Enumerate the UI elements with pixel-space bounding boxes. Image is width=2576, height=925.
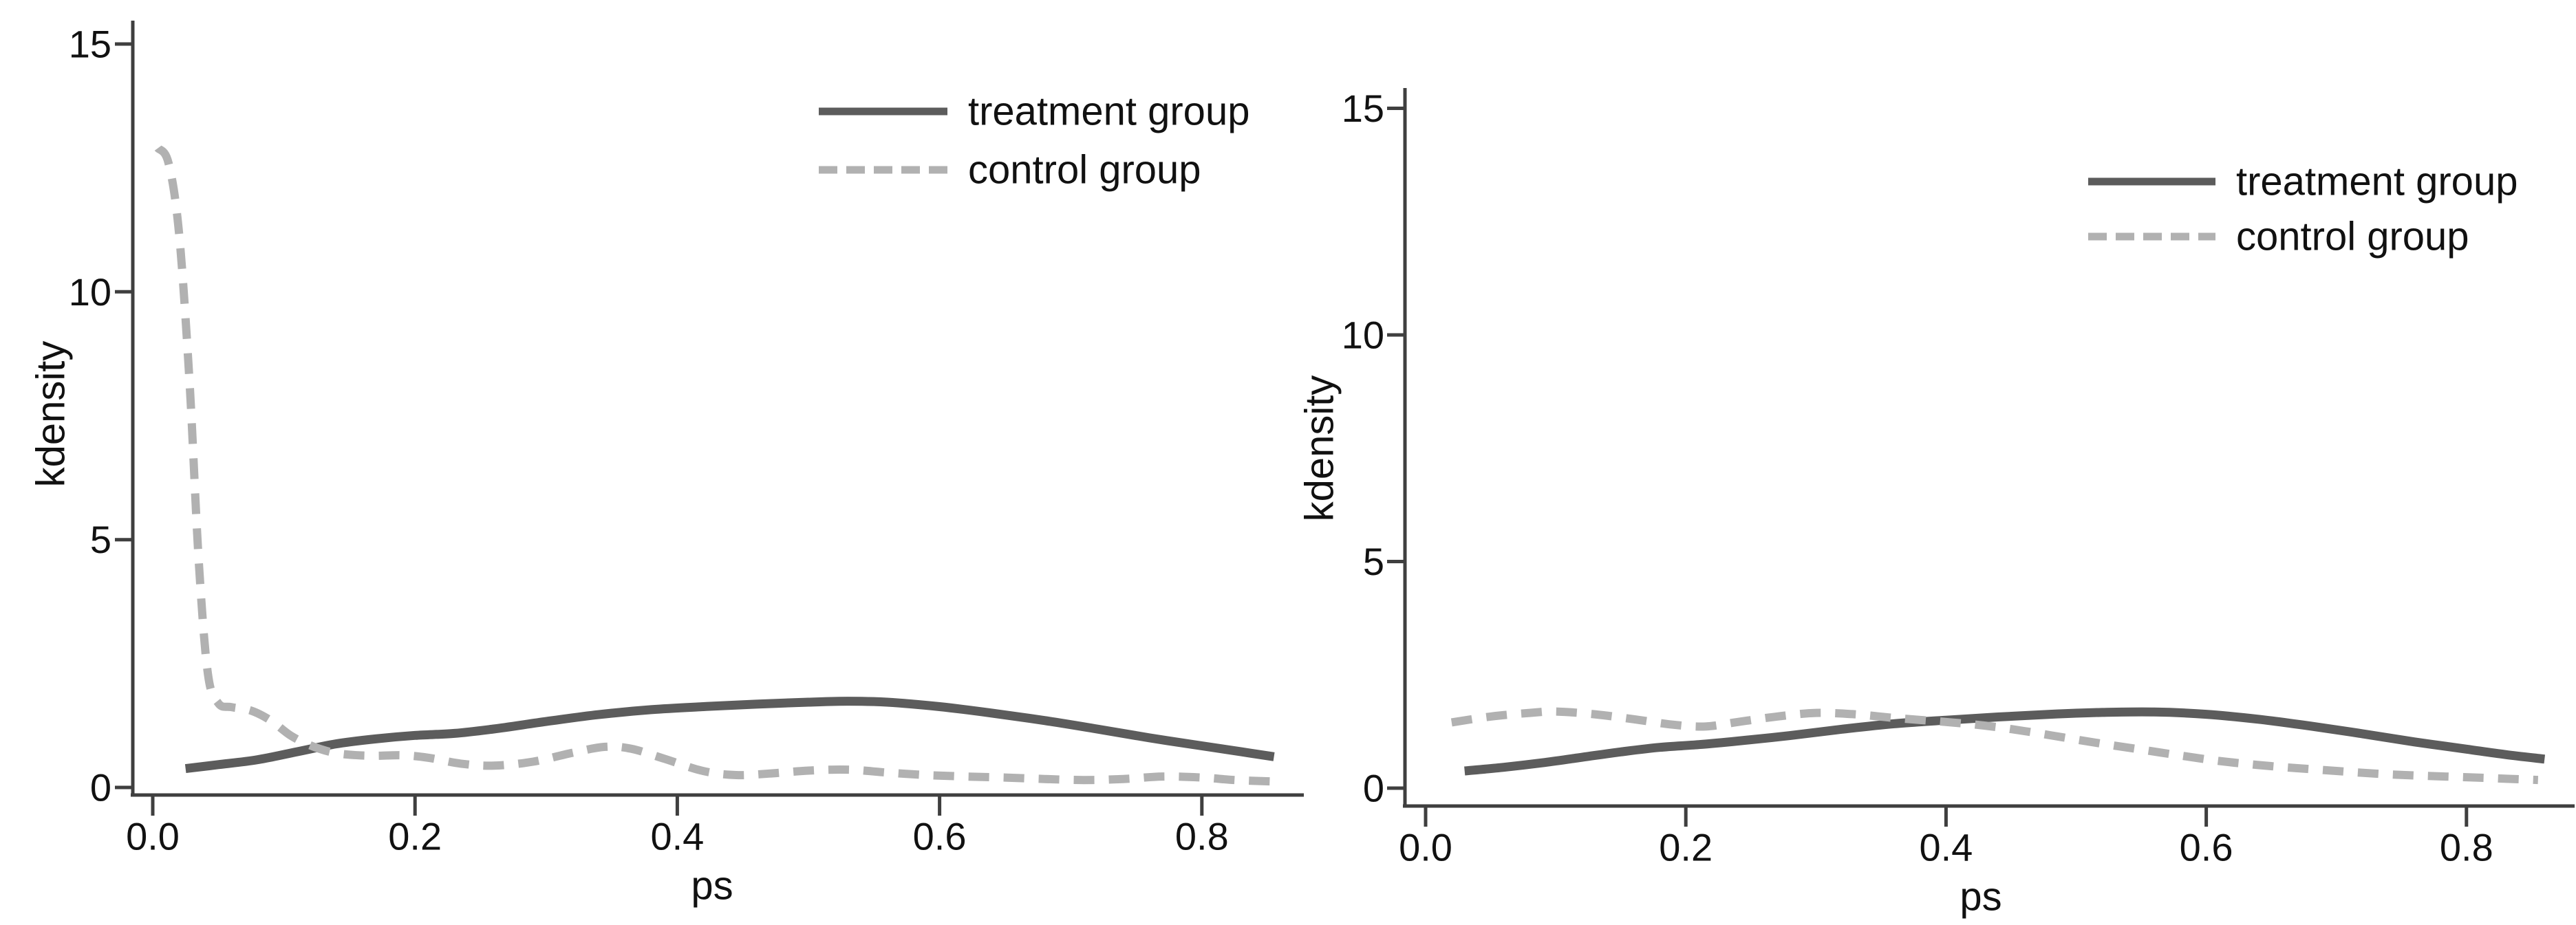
y-axis-title: kdensity xyxy=(29,341,74,488)
y-tick-label: 15 xyxy=(1342,87,1384,130)
y-tick-label: 0 xyxy=(1363,767,1384,810)
treatment-group-line xyxy=(184,697,1275,774)
legend-control-label: control group xyxy=(968,148,1201,193)
legend-treatment-label: treatment group xyxy=(968,89,1249,134)
legend-control-label: control group xyxy=(2236,215,2469,259)
y-tick-label: 5 xyxy=(90,518,111,561)
legend: treatment group control group xyxy=(819,89,1249,193)
x-tick-label: 0.8 xyxy=(2440,826,2493,869)
x-tick-label: 0.0 xyxy=(1399,826,1452,869)
y-tick-label: 5 xyxy=(1363,540,1384,583)
y-axis-title: kdensity xyxy=(1298,376,1342,522)
x-tick-label: 0.2 xyxy=(1659,826,1713,869)
y-tick-label: 10 xyxy=(1342,314,1384,357)
x-tick-label: 0.6 xyxy=(913,815,967,858)
x-tick-label: 0.2 xyxy=(388,815,442,858)
x-tick-label: 0.4 xyxy=(650,815,704,858)
legend-treatment-label: treatment group xyxy=(2236,160,2518,204)
panel-right-panel: 0 5 10 15 0.0 0.2 0.4 0.6 0.8 ps kdensity treatment… xyxy=(1298,87,2575,919)
treatment-group-line xyxy=(1464,707,2546,776)
x-tick-label: 0.8 xyxy=(1175,815,1229,858)
y-tick-label: 15 xyxy=(69,23,111,66)
x-tick-label: 0.0 xyxy=(126,815,180,858)
y-tick-label: 0 xyxy=(90,766,111,809)
panel-left-panel: 0 5 10 15 0.0 0.2 0.4 0.6 0.8 ps kdensity treatment… xyxy=(29,21,1304,908)
control-group-line xyxy=(154,144,1274,786)
y-tick-label: 10 xyxy=(69,270,111,314)
legend: treatment group control group xyxy=(2088,160,2518,259)
control-group-line xyxy=(1450,707,2539,785)
x-axis-title: ps xyxy=(691,864,733,908)
x-tick-label: 0.4 xyxy=(1919,826,1973,869)
x-axis-title: ps xyxy=(1960,875,2001,919)
x-tick-label: 0.6 xyxy=(2180,826,2233,869)
